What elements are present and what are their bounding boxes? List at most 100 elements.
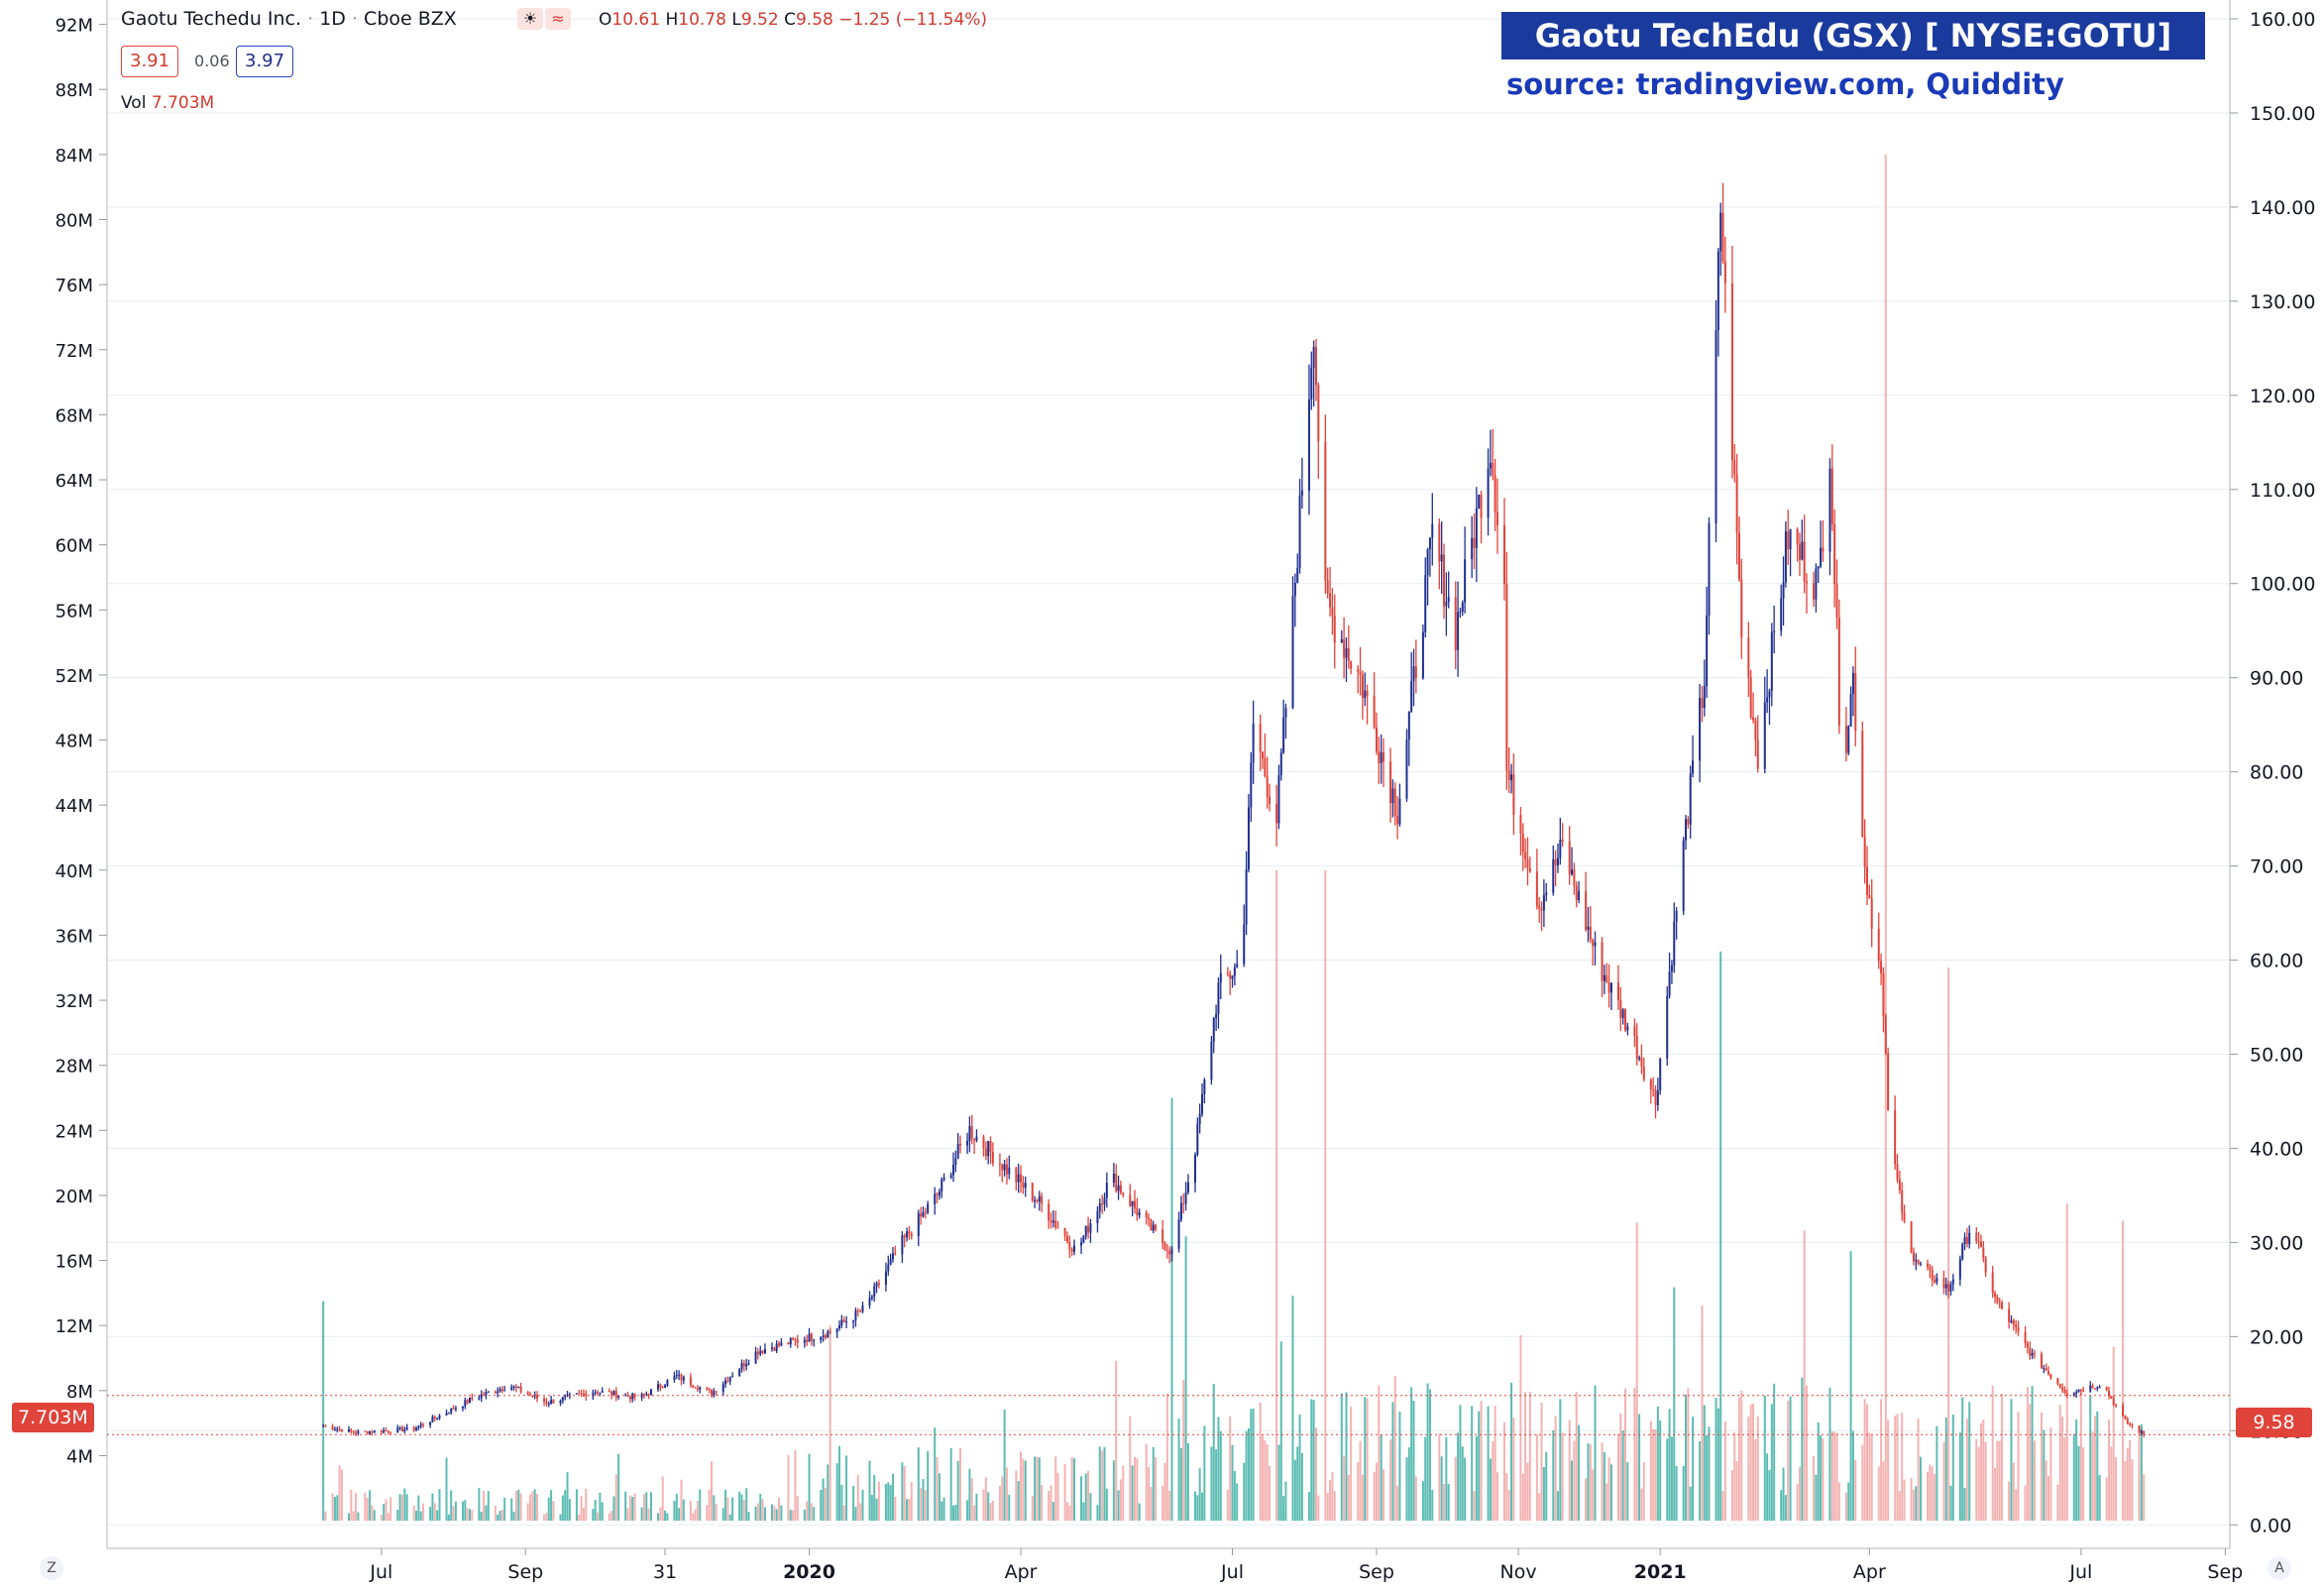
candle-body	[1882, 972, 1885, 1017]
candle-body	[1701, 698, 1704, 708]
candle-body	[645, 1394, 648, 1396]
candle-body	[1201, 1093, 1204, 1114]
candle-body	[1210, 1041, 1213, 1080]
volume-bar	[875, 1498, 878, 1522]
volume-bar	[2029, 1404, 2032, 1522]
candle-body	[1626, 1026, 1629, 1031]
volume-bar	[780, 1505, 783, 1522]
candle-body	[478, 1398, 481, 1400]
candle-body	[1505, 583, 1508, 771]
volume-bar	[894, 1496, 897, 1522]
candle-body	[1031, 1183, 1034, 1201]
volume-bar	[2045, 1460, 2047, 1522]
candle-body	[675, 1375, 678, 1377]
volume-bar	[2089, 1395, 2092, 1522]
auto-scale-button[interactable]: A	[2268, 1556, 2291, 1580]
candle-body	[1806, 581, 1809, 584]
candle-body	[1568, 841, 1571, 875]
volume-bar	[503, 1497, 506, 1522]
bid-button[interactable]: 3.91	[121, 46, 179, 77]
candle-body	[903, 1235, 906, 1238]
volume-bar	[1887, 1420, 1890, 1522]
volume-bar	[649, 1492, 652, 1522]
candle-body	[659, 1384, 662, 1388]
candle-body	[1689, 773, 1692, 825]
volume-bar	[659, 1507, 662, 1522]
symbol-name[interactable]: Gaotu Techedu Inc.	[121, 8, 302, 30]
candle-body	[1048, 1203, 1051, 1221]
volume-bar	[1754, 1438, 1757, 1522]
spread-value: 0.06	[194, 52, 230, 70]
candle-body	[1901, 1190, 1904, 1213]
volume-bar	[2098, 1475, 2101, 1522]
volume-bar	[626, 1508, 629, 1522]
candle-body	[2063, 1390, 2066, 1394]
volume-bar	[1510, 1382, 1513, 1522]
volume-bar	[761, 1499, 764, 1522]
candle-body	[1715, 330, 1717, 523]
candle-body	[1912, 1252, 1915, 1262]
volume-tick-label: 44M	[55, 796, 93, 817]
volume-bar	[682, 1499, 685, 1522]
volume-tick-label: 64M	[55, 471, 93, 492]
interval[interactable]: 1D	[319, 8, 346, 30]
price-tick-label: 60.00	[2250, 951, 2303, 972]
candle-body	[561, 1397, 564, 1402]
volume-bar	[450, 1490, 453, 1522]
volume-bar	[1186, 1443, 1189, 1522]
wave-icon[interactable]: ≈	[545, 8, 571, 30]
candle-body	[835, 1328, 838, 1333]
candle-body	[1659, 1058, 1662, 1090]
volume-bar	[934, 1427, 937, 1522]
candle-body	[968, 1125, 971, 1142]
candle-body	[1507, 770, 1510, 781]
ask-button[interactable]: 3.97	[236, 46, 294, 77]
volume-bar	[1763, 1395, 1766, 1522]
volume-bar	[1963, 1488, 1966, 1522]
volume-bar	[575, 1489, 578, 1522]
candle-body	[1833, 524, 1836, 585]
volume-bar	[696, 1500, 699, 1522]
candle-body	[1616, 982, 1619, 1001]
zoom-button[interactable]: Z	[40, 1556, 63, 1580]
volume-bar	[1994, 1467, 1997, 1522]
volume-bar	[692, 1513, 695, 1522]
candle-body	[1226, 972, 1229, 974]
candle-body	[1084, 1225, 1087, 1236]
candle-body	[2131, 1424, 2134, 1426]
candle-body	[1884, 1016, 1887, 1054]
candle-body	[450, 1408, 453, 1414]
candle-body	[1820, 547, 1823, 567]
volume-bar	[1538, 1493, 1541, 1522]
candle-body	[447, 1413, 450, 1415]
candle-body	[1784, 531, 1787, 583]
candle-body	[873, 1286, 876, 1297]
sun-icon[interactable]: ☀	[517, 8, 543, 30]
volume-bar	[1375, 1462, 1378, 1522]
volume-bar	[447, 1514, 450, 1522]
candle-body	[987, 1141, 990, 1157]
candle-body	[452, 1408, 455, 1410]
volume-bar	[2124, 1460, 2127, 1522]
volume-bar	[1585, 1478, 1588, 1522]
candle-body	[742, 1363, 745, 1367]
grid-lines	[107, 18, 2230, 1526]
volume-bar	[1540, 1402, 1543, 1522]
candle-body	[417, 1425, 420, 1428]
volume-bar	[1310, 1399, 1313, 1522]
candle-body	[975, 1136, 978, 1141]
volume-bar	[1050, 1485, 1052, 1522]
volume-bar	[478, 1487, 481, 1522]
candle-body	[1915, 1259, 1918, 1262]
volume-bar	[1505, 1472, 1508, 1522]
candle-body	[1866, 866, 1869, 896]
time-tick-label: Nov	[1500, 1561, 1537, 1583]
candle-body	[1603, 974, 1605, 981]
candle-body	[1735, 474, 1738, 533]
volume-tick-label: 24M	[55, 1121, 93, 1142]
candle-body	[731, 1376, 734, 1378]
volume-bar	[1163, 1462, 1166, 1522]
candle-body	[1780, 598, 1783, 631]
candle-body	[1138, 1211, 1141, 1216]
